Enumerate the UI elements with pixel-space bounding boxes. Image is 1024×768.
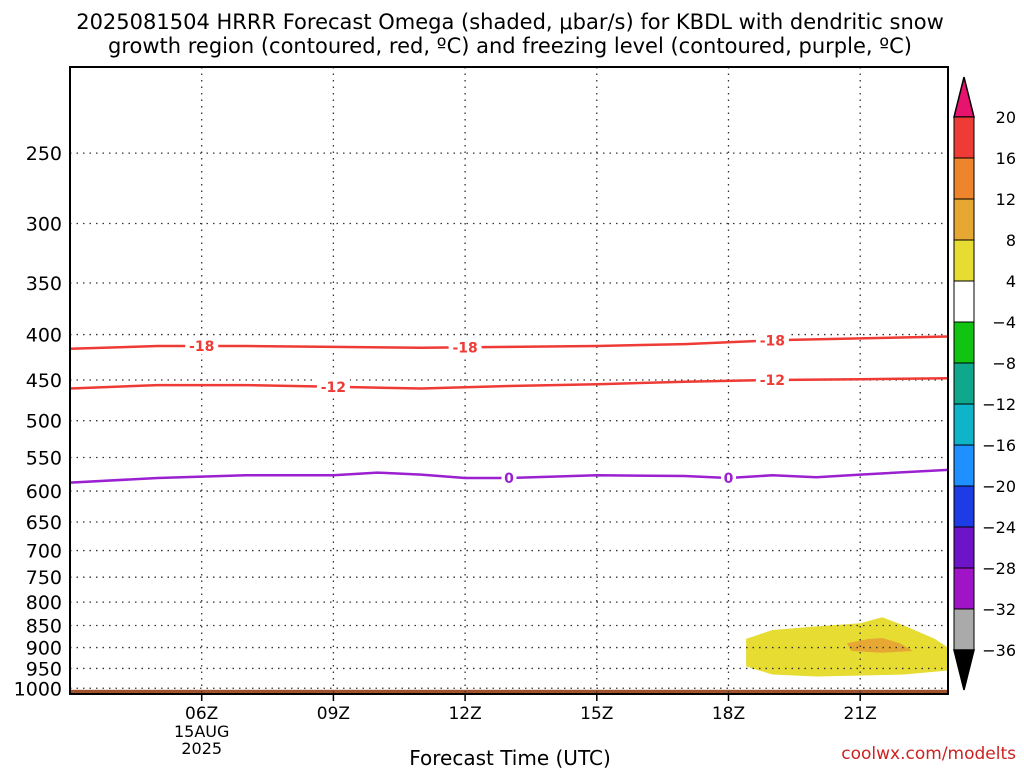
colorbar-swatch-8 [953,444,975,487]
ground-band [70,689,948,694]
contour--12-line [69,377,949,390]
colorbar-top-arrow [953,76,975,118]
y-tick-label-850: 850 [26,616,62,638]
x-tick-label-06Z: 06Z [185,704,218,724]
colorbar-bottom-arrow [953,649,975,691]
colorbar: 20 16 12 8 4 −4 −8 −12 −16 −20 −24 −28 −32 −36 [953,76,1016,691]
colorbar-label-13: −36 [982,641,1016,660]
y-tick-label-450: 450 [26,370,62,392]
y-tick-label-250: 250 [26,143,62,165]
y-tick-label-800: 800 [26,592,62,614]
colorbar-label-6: −8 [992,354,1016,373]
colorbar-label-11: −28 [982,559,1016,578]
colorbar-swatch-6 [953,362,975,405]
y-tick-label-400: 400 [26,325,62,347]
contour-label-bg-0-2 [755,332,789,349]
x-tick-label-09Z: 09Z [317,704,350,724]
omega-region-8-6 [746,617,948,677]
y-tick-label-500: 500 [26,411,62,433]
contour-label-0-0: 0 [504,471,514,487]
y-axis: 2503003504004505005506006507007508008509… [14,143,62,700]
y-tick-label-650: 650 [26,512,62,534]
colorbar-swatch-10 [953,526,975,569]
x-date-label-1: 2025 [181,739,222,758]
contour-label--18-0: -18 [189,339,214,355]
contour-label-bg-2-0 [501,469,517,486]
omega-region-4-3 [118,652,136,663]
colorbar-label-4: 4 [1006,272,1016,291]
contour-lines: -18 -18 -18 -12 -12 0 0 [69,332,949,487]
x-axis-title: Forecast Time (UTC) [409,746,611,768]
colorbar-label-7: −12 [982,395,1016,414]
colorbar-label-2: 12 [996,190,1016,209]
colorbar-swatch-12 [953,608,975,651]
watermark: coolwx.com/modelts [841,744,1016,764]
x-tick-label-21Z: 21Z [844,704,877,724]
y-tick-label-900: 900 [26,638,62,660]
omega-region-4-2 [230,527,272,616]
colorbar-label-12: −32 [982,600,1016,619]
y-tick-label-950: 950 [26,658,62,680]
colorbar-swatch-2 [953,198,975,241]
omega-hole-0 [469,637,580,663]
chart-title-line1: 2025081504 HRRR Forecast Omega (shaded, … [76,10,944,34]
x-tick-label-12Z: 12Z [448,704,481,724]
colorbar-swatch-1 [953,157,975,200]
contour-label-bg-2-1 [721,469,736,486]
contour-label--18-2: -18 [760,333,785,349]
y-tick-label-600: 600 [26,481,62,503]
contour-label--12-1: -12 [760,373,785,389]
contour-label-bg-1-0 [316,378,350,395]
x-tick-label-15Z: 15Z [580,704,613,724]
contour-label-bg-0-1 [448,339,482,356]
y-tick-label-750: 750 [26,567,62,589]
contour-label-0-1: 0 [724,471,734,487]
colorbar-label-9: −20 [982,477,1016,496]
colorbar-label-5: −4 [992,313,1016,332]
y-tick-label-300: 300 [26,214,62,236]
y-tick-label-1000: 1000 [14,678,62,700]
contour-label-bg-1-1 [755,372,789,389]
omega-shading [113,180,948,689]
y-tick-label-700: 700 [26,541,62,563]
omega-region-4-5 [372,538,580,635]
colorbar-label-0: 20 [996,108,1016,127]
contour-label-bg-0-0 [185,337,219,354]
x-date-label-0: 15AUG [174,722,229,741]
colorbar-swatch-3 [953,239,975,282]
y-tick-label-550: 550 [26,447,62,469]
colorbar-swatch-7 [953,403,975,446]
colorbar-label-3: 8 [1006,231,1016,250]
colorbar-label-1: 16 [996,149,1016,168]
omega-region-4-0 [188,180,215,472]
omega-region-12-7 [847,638,913,653]
contour-label--18-1: -18 [452,340,477,356]
colorbar-swatch-9 [953,485,975,528]
colorbar-label-10: −24 [982,518,1016,537]
plot-frame [69,66,949,695]
x-tick-label-18Z: 18Z [712,704,745,724]
ground-band-rect [70,689,948,694]
colorbar-swatch-4 [953,280,975,323]
colorbar-swatch-11 [953,567,975,610]
colorbar-swatch-5 [953,321,975,364]
colorbar-label-8: −16 [982,436,1016,455]
y-tick-label-350: 350 [26,273,62,295]
contour-label--12-0: -12 [321,380,346,396]
chart-title-line2: growth region (contoured, red, ºC) and f… [108,34,912,58]
colorbar-swatch-0 [953,116,975,159]
